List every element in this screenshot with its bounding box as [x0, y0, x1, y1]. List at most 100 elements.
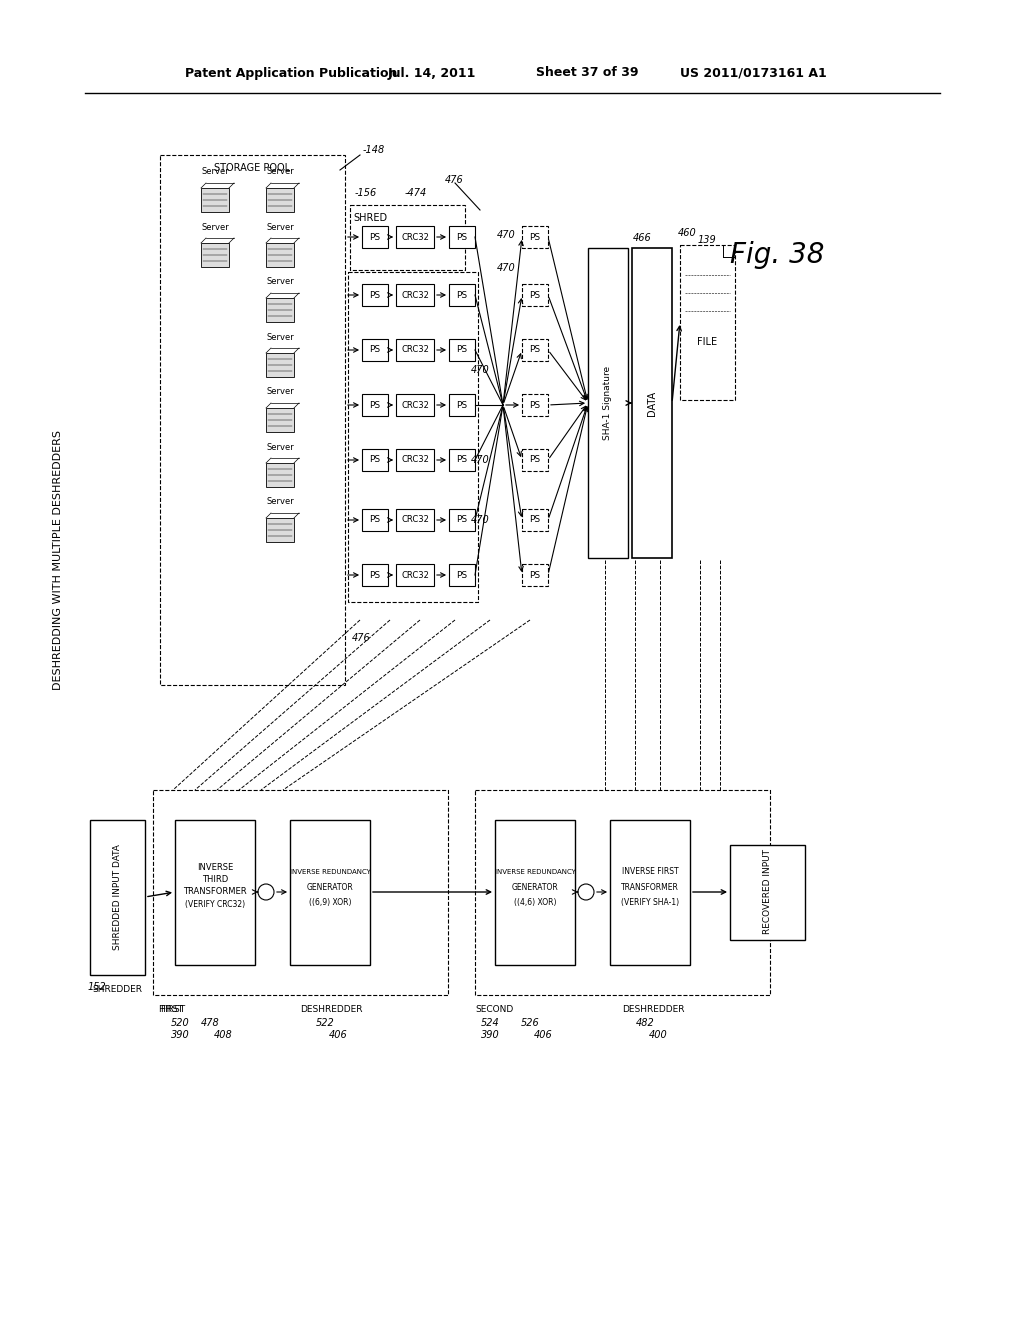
Text: ((6,9) XOR): ((6,9) XOR) [309, 898, 351, 907]
Text: TRANSFORMER: TRANSFORMER [622, 883, 679, 891]
Text: 522: 522 [315, 1018, 335, 1028]
Text: CRC32: CRC32 [401, 346, 429, 355]
Bar [396, 284, 434, 306]
Text: 476: 476 [445, 176, 464, 185]
Bar [266, 243, 294, 267]
Text: Server: Server [266, 442, 294, 451]
Bar [449, 226, 475, 248]
Bar [266, 408, 294, 432]
Text: PS: PS [529, 400, 541, 409]
Text: PS: PS [370, 400, 381, 409]
Bar [396, 449, 434, 471]
Text: PS: PS [457, 232, 468, 242]
Text: INVERSE FIRST: INVERSE FIRST [622, 867, 678, 876]
Bar [266, 298, 294, 322]
Bar [396, 226, 434, 248]
Bar [396, 393, 434, 416]
Text: RECOVERED INPUT: RECOVERED INPUT [763, 850, 771, 935]
Text: (VERIFY SHA-1): (VERIFY SHA-1) [621, 898, 679, 907]
Text: 476: 476 [352, 634, 371, 643]
Text: DESHREDDING WITH MULTIPLE DESHREDDERS: DESHREDDING WITH MULTIPLE DESHREDDERS [53, 430, 63, 690]
Text: SHRED: SHRED [353, 213, 387, 223]
Bar [449, 449, 475, 471]
Bar [495, 820, 575, 965]
Bar [588, 248, 628, 558]
Text: THIRD: THIRD [202, 875, 228, 884]
Text: FIRST: FIRST [158, 1006, 183, 1015]
Text: PS: PS [457, 400, 468, 409]
Text: Server: Server [266, 333, 294, 342]
Text: 470: 470 [497, 263, 516, 273]
Bar [522, 339, 548, 360]
Text: PS: PS [370, 455, 381, 465]
Text: PS: PS [457, 570, 468, 579]
Bar [522, 510, 548, 531]
Bar [348, 272, 478, 602]
Bar [449, 393, 475, 416]
Text: TRANSFORMER: TRANSFORMER [183, 887, 247, 896]
Text: -156: -156 [355, 187, 377, 198]
Bar [362, 226, 388, 248]
Text: 460: 460 [678, 228, 696, 238]
Text: FIRST: FIRST [161, 1006, 185, 1015]
Text: 390: 390 [480, 1030, 500, 1040]
Bar [175, 820, 255, 965]
Bar [362, 564, 388, 586]
Text: PS: PS [529, 455, 541, 465]
Text: PS: PS [529, 516, 541, 524]
Text: CRC32: CRC32 [401, 516, 429, 524]
Text: PS: PS [457, 290, 468, 300]
Text: 139: 139 [698, 235, 717, 246]
Text: 478: 478 [201, 1018, 219, 1028]
Bar [449, 284, 475, 306]
Text: DESHREDDER: DESHREDDER [300, 1006, 362, 1015]
Bar [266, 187, 294, 213]
Bar [362, 510, 388, 531]
Text: SHREDDER: SHREDDER [92, 986, 142, 994]
Text: US 2011/0173161 A1: US 2011/0173161 A1 [680, 66, 826, 79]
Text: PS: PS [370, 570, 381, 579]
Bar [290, 820, 370, 965]
Bar [522, 226, 548, 248]
Text: Fig. 38: Fig. 38 [730, 242, 824, 269]
Bar [522, 449, 548, 471]
Bar [522, 393, 548, 416]
Text: 470: 470 [471, 366, 490, 375]
Text: 466: 466 [633, 234, 651, 243]
Text: 482: 482 [636, 1018, 654, 1028]
Bar [160, 154, 345, 685]
Text: 400: 400 [648, 1030, 668, 1040]
Bar [522, 284, 548, 306]
Text: Server: Server [266, 223, 294, 231]
Bar [201, 187, 229, 213]
Text: 470: 470 [497, 230, 516, 240]
Bar [449, 564, 475, 586]
Bar [266, 517, 294, 543]
Bar [730, 845, 805, 940]
Bar [475, 789, 770, 995]
Text: 152: 152 [88, 982, 106, 993]
Text: Server: Server [201, 223, 229, 231]
Text: FILE: FILE [697, 337, 717, 347]
Bar [396, 510, 434, 531]
Text: 470: 470 [471, 515, 490, 525]
Text: -148: -148 [362, 145, 385, 154]
Bar [201, 243, 229, 267]
Bar [362, 339, 388, 360]
Text: DATA: DATA [647, 391, 657, 416]
Text: PS: PS [457, 346, 468, 355]
Bar [522, 564, 548, 586]
Text: Server: Server [266, 168, 294, 177]
Text: 390: 390 [171, 1030, 189, 1040]
Text: PS: PS [370, 346, 381, 355]
Text: CRC32: CRC32 [401, 455, 429, 465]
Text: SHA-1 Signature: SHA-1 Signature [603, 366, 612, 440]
Text: Server: Server [266, 277, 294, 286]
Bar [449, 339, 475, 360]
Text: PS: PS [370, 516, 381, 524]
Bar [350, 205, 465, 271]
Text: SHREDDED INPUT DATA: SHREDDED INPUT DATA [113, 843, 122, 950]
Text: (VERIFY CRC32): (VERIFY CRC32) [185, 900, 245, 909]
Text: PS: PS [457, 516, 468, 524]
Bar [396, 564, 434, 586]
